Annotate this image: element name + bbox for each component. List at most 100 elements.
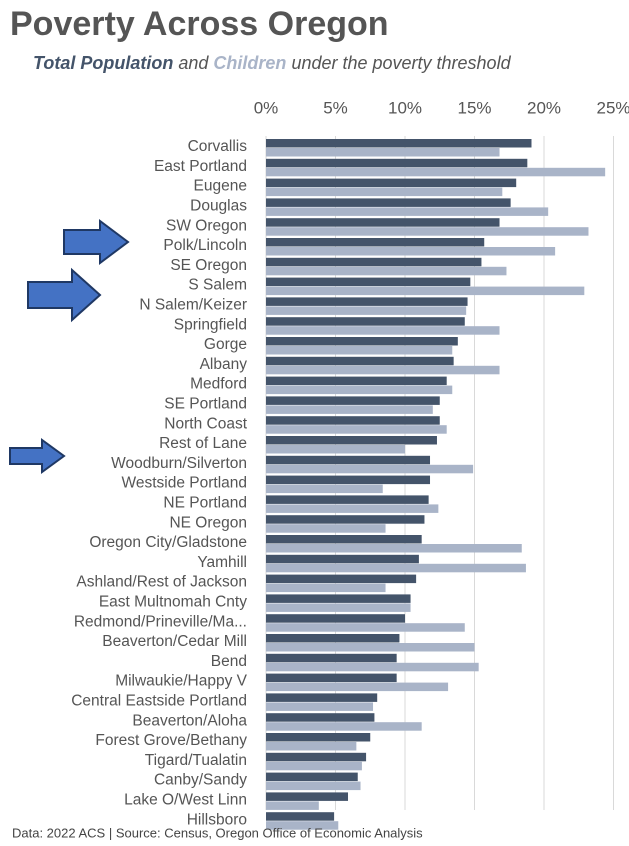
bar: [266, 346, 453, 355]
bar: [266, 554, 419, 564]
bar: [266, 484, 383, 494]
bar: [266, 792, 349, 801]
y-tick-label: Tigard/Tualatin: [145, 752, 247, 769]
y-tick-label: Oregon City/Gladstone: [89, 534, 247, 551]
bar: [266, 167, 606, 177]
bar: [266, 337, 458, 346]
bar: [266, 544, 522, 553]
bar: [266, 376, 447, 386]
bar: [266, 356, 454, 366]
bar: [266, 693, 378, 702]
bar: [266, 574, 417, 584]
y-tick-label: NE Oregon: [169, 514, 247, 531]
bar: [266, 594, 411, 603]
y-tick-label: Gorge: [204, 336, 247, 353]
bar: [266, 515, 425, 524]
y-tick-label: Milwaukie/Happy V: [115, 673, 247, 690]
y-tick-label: Woodburn/Silverton: [111, 455, 247, 472]
x-tick-label: 10%: [388, 98, 422, 117]
bar: [266, 286, 585, 296]
bar: [266, 464, 474, 474]
bar: [266, 139, 532, 148]
y-tick-label: Rest of Lane: [159, 435, 247, 452]
y-tick-label: Albany: [200, 356, 248, 373]
y-tick-label: Bend: [211, 653, 247, 670]
y-tick-label: S Salem: [188, 277, 247, 294]
bar: [266, 713, 375, 722]
bar: [266, 396, 440, 405]
y-tick-label: North Coast: [164, 415, 247, 432]
chart-subtitle: Total Population and Children under the …: [33, 53, 512, 73]
y-tick-label: NE Portland: [163, 494, 247, 511]
x-tick-label: 25%: [596, 98, 629, 117]
bar: [266, 326, 500, 335]
y-tick-label: Lake O/West Linn: [124, 791, 247, 808]
bar: [266, 583, 386, 593]
subtitle-tail: under the poverty threshold: [291, 53, 511, 73]
bar: [266, 455, 431, 465]
bar: [266, 277, 471, 287]
y-tick-label: Hillsboro: [187, 811, 247, 828]
bar: [266, 504, 439, 513]
bar: [266, 227, 589, 236]
y-tick-label: SE Portland: [164, 395, 247, 412]
plot: 0% 5% 10% 15% 20% 25% Corvallis East Portland Eu…: [71, 98, 629, 830]
y-tick-label: Springfield: [174, 316, 247, 333]
bar: [266, 752, 367, 762]
bar: [266, 436, 437, 445]
bar: [266, 297, 468, 306]
bar: [266, 682, 449, 692]
y-tick-label: Corvallis: [188, 138, 248, 155]
bar: [266, 524, 386, 533]
bar: [266, 475, 431, 485]
bar: [266, 257, 482, 267]
bar: [266, 673, 397, 683]
arrows: [9, 219, 130, 474]
source-note: Data: 2022 ACS | Source: Census, Oregon …: [12, 825, 423, 840]
y-tick-label: SW Oregon: [166, 217, 247, 234]
bar: [266, 563, 526, 573]
subtitle-connector: and: [178, 53, 209, 73]
bar: [266, 614, 405, 623]
y-tick-label: Canby/Sandy: [154, 772, 247, 789]
bar: [266, 158, 528, 168]
y-tick-label: N Salem/Keizer: [139, 296, 247, 313]
bar: [266, 634, 400, 643]
legend-entry: Total Population: [33, 53, 173, 73]
bar: [266, 207, 549, 216]
bar: [266, 801, 319, 810]
bar: [266, 812, 335, 821]
bar: [266, 405, 433, 414]
bar: [266, 266, 507, 276]
y-tick-label: Yamhill: [197, 554, 247, 571]
bar: [266, 218, 500, 227]
bar: [266, 445, 405, 454]
chart-title: Poverty Across Oregon: [10, 5, 389, 43]
bar: [266, 425, 447, 434]
x-tick-label: 0%: [254, 98, 279, 117]
bar: [266, 733, 371, 742]
bar: [266, 365, 500, 375]
bar: [266, 742, 357, 751]
y-tick-label: Central Eastside Portland: [71, 692, 247, 709]
bar: [266, 198, 511, 207]
y-tick-label: Beaverton/Aloha: [132, 712, 247, 729]
legend-entry: Children: [213, 53, 286, 73]
bar: [266, 178, 517, 188]
bar: [266, 535, 422, 544]
y-tick-label: Douglas: [190, 197, 247, 214]
bar: [266, 702, 374, 711]
arrow: [9, 438, 66, 474]
x-tick-label: 15%: [457, 98, 491, 117]
bar: [266, 416, 440, 425]
bar: [266, 662, 479, 672]
x-tick-label: 20%: [527, 98, 561, 117]
bar: [266, 761, 362, 771]
y-tick-label: East Portland: [154, 158, 247, 175]
bar: [266, 643, 475, 652]
arrow: [63, 219, 130, 265]
bar: [266, 317, 465, 326]
bar: [266, 148, 500, 157]
bar: [266, 722, 422, 731]
